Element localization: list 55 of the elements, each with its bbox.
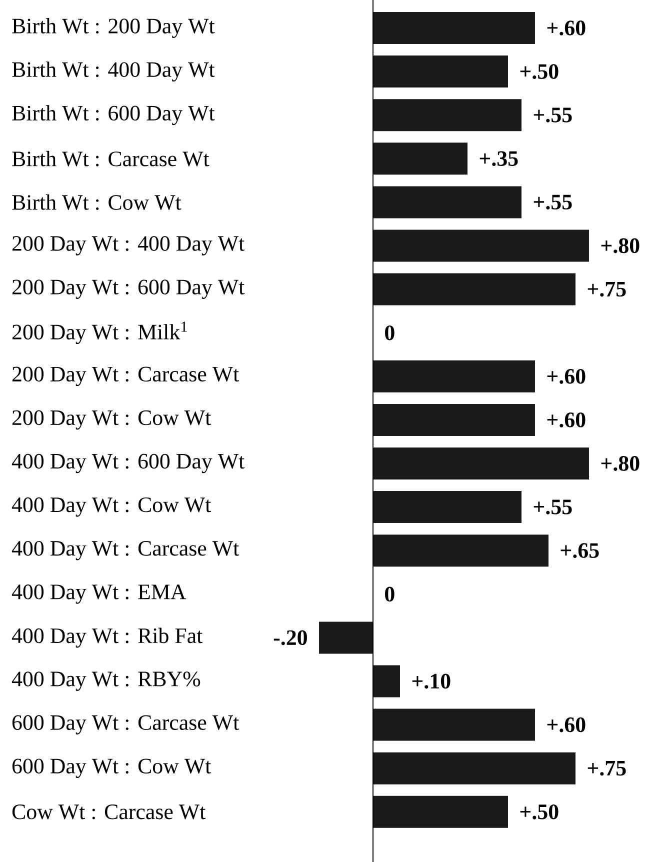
- y-tick-label: 200 Day Wt : Cow Wt: [12, 410, 212, 430]
- bar: [373, 491, 522, 524]
- y-tick-label: Birth Wt : Cow Wt: [12, 194, 182, 210]
- bar: [373, 273, 576, 306]
- bar: [373, 447, 590, 480]
- bar: [373, 230, 590, 262]
- bar: [319, 622, 373, 654]
- data-label: +.80: [601, 456, 640, 471]
- y-tick-label: Birth Wt : Carcase Wt: [12, 150, 210, 166]
- data-label: +.55: [534, 500, 572, 514]
- y-tick-label: Birth Wt : 400 Day Wt: [12, 62, 215, 82]
- y-tick-label: Birth Wt : 600 Day Wt: [12, 105, 215, 126]
- y-tick-label: 200 Day Wt : Milk$^{1}$: [12, 322, 187, 344]
- y-tick-label: Birth Wt : 200 Day Wt: [12, 18, 215, 38]
- data-label: +.60: [547, 20, 586, 36]
- data-label: +.50: [520, 804, 558, 820]
- data-label: +.65: [560, 543, 599, 558]
- data-label: 0: [385, 325, 394, 340]
- bar: [373, 186, 522, 218]
- bar: [373, 534, 549, 567]
- data-label: +.55: [534, 108, 572, 122]
- bar: [373, 708, 536, 741]
- data-label: 0: [385, 586, 394, 602]
- y-tick-label: 600 Day Wt : Cow Wt: [12, 758, 212, 778]
- data-label: +.60: [547, 412, 586, 428]
- y-tick-label: 400 Day Wt : RBY%: [12, 672, 200, 691]
- bar: [373, 142, 468, 175]
- y-tick-label: 200 Day Wt : 400 Day Wt: [12, 236, 245, 256]
- y-tick-label: 600 Day Wt : Carcase Wt: [12, 715, 240, 734]
- data-label: +.60: [547, 717, 586, 732]
- bar: [373, 99, 522, 132]
- data-label: +.35: [480, 151, 518, 166]
- y-tick-label: 400 Day Wt : EMA: [12, 584, 186, 604]
- data-label: +.80: [601, 238, 640, 254]
- bar: [373, 360, 536, 392]
- y-tick-label: 400 Day Wt : Rib Fat: [12, 628, 203, 648]
- data-label: -.20: [274, 630, 307, 646]
- y-tick-label: 200 Day Wt : 600 Day Wt: [12, 280, 245, 299]
- bar: [373, 12, 536, 44]
- bar: [373, 752, 576, 784]
- data-label: +.50: [520, 64, 558, 79]
- bar: [373, 665, 400, 698]
- data-label: +.55: [534, 194, 572, 210]
- y-tick-label: 400 Day Wt : Cow Wt: [12, 497, 212, 517]
- bar: [373, 404, 536, 436]
- y-tick-label: 400 Day Wt : Carcase Wt: [12, 540, 240, 560]
- y-tick-label: 400 Day Wt : 600 Day Wt: [12, 454, 245, 474]
- y-tick-label: 200 Day Wt : Carcase Wt: [12, 366, 240, 386]
- data-label: +.10: [412, 674, 450, 689]
- data-label: +.75: [588, 761, 626, 776]
- data-label: +.60: [547, 368, 586, 384]
- data-label: +.75: [588, 282, 626, 297]
- y-tick-label: Cow Wt : Carcase Wt: [12, 804, 206, 820]
- bar: [373, 796, 508, 828]
- bar: [373, 56, 508, 88]
